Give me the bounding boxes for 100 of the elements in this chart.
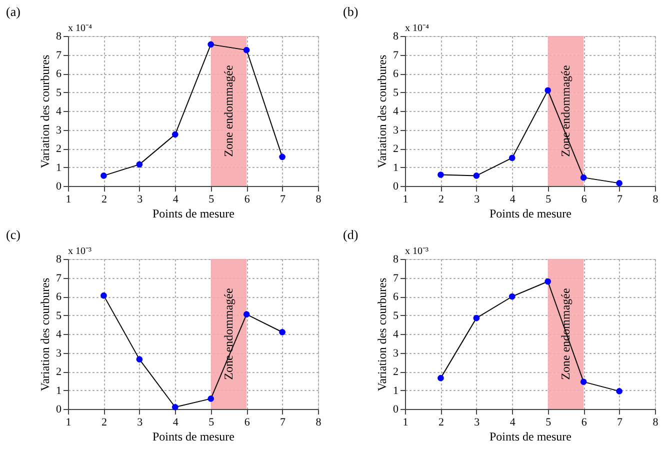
point — [172, 404, 178, 410]
y-tick-label: 2 — [393, 143, 398, 155]
y-tick-label: 6 — [393, 68, 399, 80]
y-tick-label: 1 — [56, 384, 62, 397]
y-tick-label: 2 — [393, 366, 398, 378]
y-tick-label: 4 — [393, 106, 399, 118]
y-tick-label: 6 — [393, 291, 399, 303]
x-tick-label: 1 — [402, 194, 408, 206]
x-tick-label: 6 — [581, 194, 588, 206]
point — [243, 311, 250, 318]
point — [473, 172, 480, 179]
x-tick-label: 8 — [652, 194, 659, 206]
point — [580, 378, 587, 385]
x-tick-label: 8 — [316, 416, 322, 428]
point — [508, 293, 516, 300]
x-tick-label: 7 — [280, 416, 286, 428]
point — [544, 278, 552, 285]
x-tick-label: 3 — [137, 416, 144, 428]
chart-title: (d) — [343, 227, 358, 242]
y-tick-label: 0 — [56, 404, 62, 416]
x-tick-label: 3 — [474, 194, 480, 206]
x-tick-label: 2 — [438, 194, 444, 206]
text: x 10⁻³ — [68, 246, 92, 257]
chart-title: (b) — [343, 4, 358, 19]
y-tick-label: 3 — [393, 347, 399, 360]
y-tick-label: 7 — [56, 49, 62, 62]
y-tick-label: 5 — [56, 86, 62, 99]
x-tick-label: 4 — [510, 194, 516, 206]
x-tick-label: 5 — [208, 416, 215, 428]
x-axis-title: Points de mesure — [152, 206, 234, 220]
y-tick-label: 2 — [56, 366, 62, 378]
x-tick-label: 5 — [546, 416, 552, 428]
y-tick-label: 2 — [56, 143, 62, 155]
y-tick-label: 4 — [393, 328, 399, 340]
x-tick-label: 6 — [244, 416, 250, 428]
x-tick-label: 3 — [474, 416, 480, 428]
point — [100, 172, 107, 179]
point — [136, 161, 143, 168]
y-tick-label: 3 — [56, 347, 62, 360]
text: x 10⁻⁴ — [68, 23, 92, 34]
x-tick-label: 6 — [581, 416, 588, 428]
y-tick-label: 5 — [393, 310, 399, 322]
x-tick-label: 7 — [617, 194, 624, 206]
x-tick-label: 3 — [137, 194, 144, 206]
y-tick-label: 1 — [56, 162, 62, 174]
y-tick-label: 8 — [56, 30, 62, 42]
band-label: Zone endommagée — [558, 65, 573, 157]
x-tick-label: 1 — [402, 416, 408, 428]
y-tick-label: 1 — [393, 384, 398, 397]
text: x 10⁻⁴ — [405, 23, 430, 34]
x-tick-label: 1 — [66, 194, 72, 206]
x-tick-label: 8 — [652, 416, 659, 428]
y-tick-label: 3 — [56, 124, 62, 136]
point — [208, 396, 214, 402]
x-axis-title: Points de mesure — [152, 430, 234, 444]
x-tick-label: 5 — [546, 194, 552, 206]
point — [438, 374, 444, 382]
y-tick-label: 5 — [393, 86, 399, 99]
y-tick-label: 5 — [56, 310, 62, 322]
y-tick-label: 0 — [393, 404, 399, 416]
y-tick-label: 0 — [393, 180, 399, 192]
y-tick-label: 7 — [56, 272, 62, 284]
y-tick-label: 4 — [56, 106, 62, 118]
point — [616, 388, 622, 394]
point — [508, 154, 516, 162]
text: x 10⁻³ — [405, 246, 428, 257]
y-tick-label: 8 — [393, 254, 399, 266]
x-tick-label: 2 — [101, 194, 107, 206]
x-tick-label: 8 — [316, 194, 322, 206]
y-tick-label: 8 — [56, 254, 62, 266]
point — [172, 131, 178, 138]
chart-title: (a) — [6, 4, 20, 19]
x-tick-label: 6 — [244, 194, 250, 206]
point — [208, 41, 214, 48]
x-axis-title: Points de mesure — [490, 206, 572, 220]
x-tick-label: 1 — [66, 416, 72, 428]
y-tick-label: 3 — [393, 124, 399, 136]
point — [438, 172, 444, 178]
y-axis-title: Variation des courbures — [375, 54, 389, 168]
x-tick-label: 4 — [172, 194, 179, 206]
point — [100, 292, 107, 299]
y-tick-label: 1 — [393, 162, 398, 174]
point — [279, 154, 286, 160]
band-label: Zone endommagée — [222, 65, 236, 157]
x-tick-label: 2 — [438, 416, 444, 428]
point — [473, 314, 480, 322]
y-tick-label: 0 — [56, 180, 62, 192]
band-label: Zone endommagée — [558, 288, 573, 380]
band-label: Zone endommagée — [222, 288, 236, 380]
y-tick-label: 6 — [56, 291, 62, 303]
x-tick-label: 4 — [172, 416, 179, 428]
y-tick-label: 7 — [393, 49, 399, 62]
x-tick-label: 7 — [617, 416, 624, 428]
x-tick-label: 2 — [101, 416, 107, 428]
y-tick-label: 4 — [56, 328, 62, 340]
point — [243, 46, 250, 54]
point — [279, 328, 286, 336]
point — [616, 180, 622, 186]
x-axis-title: Points de mesure — [490, 430, 572, 444]
y-axis-title: Variation des courbures — [38, 54, 52, 168]
